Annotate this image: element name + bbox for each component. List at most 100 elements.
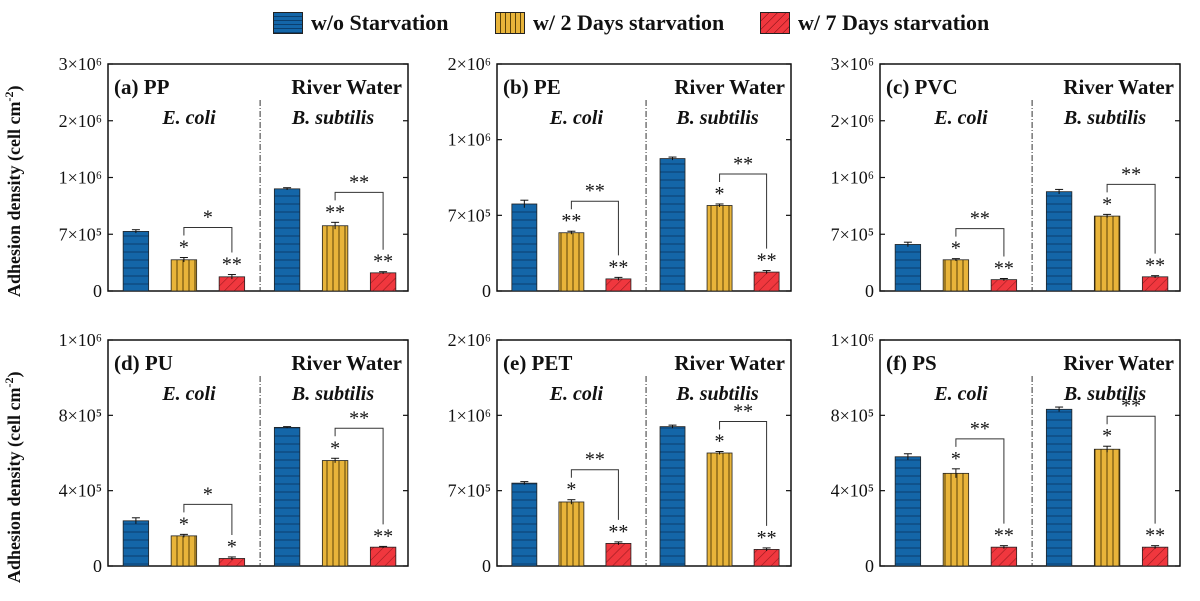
significance-bracket (183, 227, 233, 253)
y-tick-label: 7×10⁵ (448, 205, 491, 225)
bar-2-days (558, 501, 585, 567)
legend-item-7-days: w/ 7 Days starvation (760, 10, 989, 36)
significance-bracket (570, 469, 619, 520)
significance-bracket (1106, 415, 1156, 524)
river-water-title: River Water (291, 351, 402, 375)
bar-no-starvation (1045, 191, 1073, 292)
significance-star: ** (373, 251, 393, 273)
group-label-ecoli: E. coli (161, 383, 216, 405)
panel-title: (c) PVC (886, 75, 958, 99)
y-tick-label: 8×10⁵ (831, 405, 874, 425)
bar-no-starvation (273, 426, 301, 567)
significance-star: ** (561, 210, 581, 232)
bar-2-days (706, 205, 733, 292)
bracket-label: * (203, 207, 213, 229)
legend: w/o Starvation w/ 2 Days starvation w/ 7… (0, 6, 1200, 40)
y-tick-label: 4×10⁵ (831, 481, 874, 501)
legend-label: w/ 7 Days starvation (798, 10, 990, 35)
y-tick-label: 1×10⁶ (448, 405, 491, 425)
bar-7-days (605, 278, 632, 292)
y-tick-label: 8×10⁵ (59, 405, 102, 425)
bar-no-starvation (894, 456, 922, 567)
panel-title: (f) PS (886, 351, 937, 375)
significance-bracket (719, 420, 768, 526)
group-label-bsubtilis: B. subtilis (291, 107, 374, 129)
bracket-label: ** (1121, 395, 1141, 417)
y-tick-label: 0 (482, 281, 491, 301)
river-water-title: River Water (1063, 75, 1174, 99)
bar-2-days (942, 259, 970, 292)
bar-7-days (369, 546, 397, 567)
significance-star: * (330, 437, 340, 459)
bar-no-starvation (511, 482, 538, 567)
significance-star: * (951, 238, 961, 260)
significance-star: * (1102, 193, 1112, 215)
river-water-title: River Water (1063, 351, 1174, 375)
group-label-ecoli: E. coli (933, 383, 988, 405)
bar-7-days (990, 279, 1018, 292)
group-label-bsubtilis: B. subtilis (1063, 383, 1146, 405)
significance-bracket (183, 503, 233, 535)
significance-star: ** (994, 525, 1014, 547)
group-label-ecoli: E. coli (161, 107, 216, 129)
bar-7-days (990, 546, 1018, 567)
panel-title: (d) PU (114, 351, 173, 375)
bar-2-days (170, 535, 198, 567)
legend-swatch-red (760, 12, 790, 34)
river-water-title: River Water (674, 351, 785, 375)
significance-star: ** (757, 250, 777, 272)
bracket-label: * (203, 483, 213, 505)
significance-bracket (1106, 183, 1156, 254)
bracket-label: ** (349, 407, 369, 429)
y-tick-label: 3×10⁶ (831, 54, 874, 74)
bracket-label: ** (585, 180, 605, 202)
legend-swatch-yellow (495, 12, 525, 34)
y-tick-label: 0 (93, 556, 102, 576)
legend-label: w/o Starvation (311, 10, 449, 35)
significance-star: ** (325, 201, 345, 223)
legend-item-no-starvation: w/o Starvation (273, 10, 449, 36)
significance-star: ** (994, 258, 1014, 280)
bar-2-days (706, 452, 733, 567)
bracket-label: ** (733, 153, 753, 175)
significance-star: * (566, 479, 576, 501)
panel-title: (b) PE (503, 75, 561, 99)
significance-bracket (334, 427, 384, 525)
bar-no-starvation (122, 231, 150, 292)
bar-no-starvation (122, 520, 150, 567)
bar-no-starvation (1045, 408, 1073, 567)
bracket-label: ** (585, 449, 605, 471)
panel-title: (a) PP (114, 75, 170, 99)
y-tick-label: 0 (482, 556, 491, 576)
plot-frame (107, 339, 409, 567)
bracket-label: ** (970, 208, 990, 230)
bar-7-days (753, 549, 780, 567)
y-tick-label: 1×10⁶ (448, 130, 491, 150)
bar-no-starvation (511, 203, 538, 292)
group-label-bsubtilis: B. subtilis (675, 383, 758, 405)
y-tick-label: 2×10⁶ (448, 54, 491, 74)
bracket-label: ** (733, 400, 753, 422)
significance-star: * (951, 448, 961, 470)
group-label-bsubtilis: B. subtilis (675, 107, 758, 129)
plot-frame (879, 339, 1181, 567)
bar-no-starvation (659, 426, 686, 567)
bar-2-days (558, 232, 585, 292)
bar-7-days (1141, 276, 1169, 292)
significance-star: * (715, 430, 725, 452)
significance-star: * (1102, 425, 1112, 447)
bar-2-days (1093, 448, 1121, 567)
river-water-title: River Water (291, 75, 402, 99)
bar-7-days (1141, 546, 1169, 567)
significance-star: ** (608, 521, 628, 543)
significance-star: * (179, 513, 189, 535)
significance-star: ** (757, 527, 777, 549)
bar-7-days (369, 272, 397, 292)
y-tick-label: 7×10⁵ (59, 224, 102, 244)
bar-2-days (1093, 215, 1121, 292)
significance-star: * (715, 183, 725, 205)
y-tick-label: 2×10⁶ (59, 111, 102, 131)
significance-star: ** (1145, 525, 1165, 547)
group-label-bsubtilis: B. subtilis (291, 383, 374, 405)
